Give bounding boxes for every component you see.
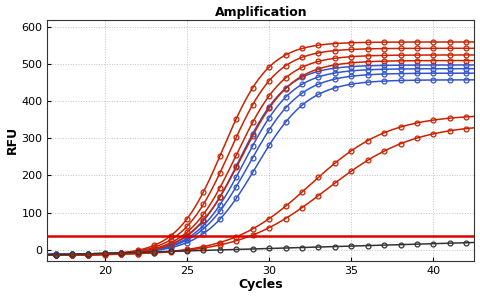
Title: Amplification: Amplification [215, 6, 307, 18]
X-axis label: Cycles: Cycles [239, 279, 283, 291]
Y-axis label: RFU: RFU [6, 126, 19, 154]
